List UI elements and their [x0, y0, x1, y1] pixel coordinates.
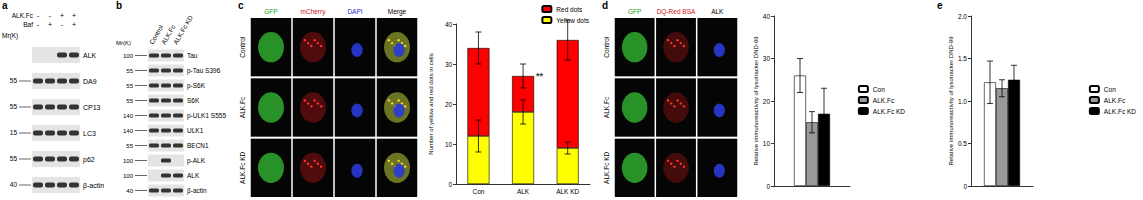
svg-text:Merge: Merge	[388, 8, 407, 16]
svg-text:55: 55	[126, 68, 133, 74]
svg-text:c: c	[238, 0, 244, 11]
svg-text:-: -	[37, 21, 40, 28]
svg-text:S6K: S6K	[187, 97, 200, 104]
svg-text:ULK1: ULK1	[187, 127, 204, 134]
svg-text:40: 40	[126, 188, 133, 194]
svg-text:BECN1: BECN1	[187, 142, 209, 149]
svg-text:+: +	[60, 12, 64, 19]
svg-text:Control: Control	[147, 23, 165, 46]
svg-text:Con: Con	[472, 188, 484, 195]
svg-text:DQ-Red BSA: DQ-Red BSA	[657, 8, 696, 16]
svg-text:DA9: DA9	[83, 78, 97, 85]
svg-text:20: 20	[445, 101, 453, 108]
svg-text:+: +	[48, 21, 52, 28]
svg-text:100: 100	[123, 173, 134, 179]
svg-text:Tau: Tau	[187, 52, 198, 59]
svg-text:100: 100	[123, 53, 134, 59]
svg-text:ALK.Fc KD: ALK.Fc KD	[1104, 108, 1136, 115]
svg-text:ALK.Fc: ALK.Fc	[1104, 97, 1126, 104]
svg-text:ALK.Fc KD: ALK.Fc KD	[873, 108, 905, 115]
svg-text:Mr(K): Mr(K)	[116, 40, 131, 46]
svg-text:55: 55	[10, 103, 18, 110]
svg-text:Control: Control	[603, 36, 610, 58]
svg-text:55: 55	[10, 77, 18, 84]
svg-text:10: 10	[763, 140, 771, 147]
svg-text:20: 20	[763, 98, 771, 105]
svg-text:1.5: 1.5	[958, 55, 967, 62]
svg-text:a: a	[2, 0, 8, 11]
svg-text:ALK.Fc: ALK.Fc	[12, 12, 34, 19]
svg-text:-: -	[37, 12, 40, 19]
svg-text:40: 40	[445, 21, 453, 28]
svg-text:0: 0	[766, 183, 770, 190]
svg-text:15: 15	[10, 129, 18, 136]
svg-text:0: 0	[963, 183, 967, 190]
svg-text:**: **	[536, 71, 544, 81]
svg-text:1.0: 1.0	[958, 98, 967, 105]
svg-text:0: 0	[449, 181, 453, 188]
svg-text:ALK.Fc KD: ALK.Fc KD	[603, 151, 610, 183]
svg-text:ALK.Fc: ALK.Fc	[159, 23, 177, 46]
svg-text:Con: Con	[1104, 86, 1116, 93]
svg-text:55: 55	[126, 143, 133, 149]
svg-text:Baf: Baf	[23, 21, 33, 28]
svg-text:ALK: ALK	[83, 52, 97, 59]
svg-text:40: 40	[763, 13, 771, 20]
svg-text:55: 55	[126, 83, 133, 89]
svg-text:30: 30	[445, 61, 453, 68]
svg-text:ALK.Fc: ALK.Fc	[239, 96, 246, 118]
svg-text:GFP: GFP	[264, 8, 277, 15]
svg-text:0.5: 0.5	[958, 140, 967, 147]
svg-text:p-S6K: p-S6K	[187, 82, 206, 90]
svg-text:ALK.Fc KD: ALK.Fc KD	[239, 151, 246, 183]
svg-text:p-Tau S396: p-Tau S396	[187, 67, 221, 75]
svg-text:b: b	[116, 0, 122, 11]
svg-text:ALK: ALK	[711, 8, 724, 15]
svg-text:LC3: LC3	[83, 130, 96, 137]
svg-text:10: 10	[445, 141, 453, 148]
svg-text:100: 100	[123, 158, 134, 164]
svg-text:Relative immunoreactivity of l: Relative immunoreactivity of lysotracker…	[753, 36, 759, 166]
svg-text:-: -	[49, 12, 52, 19]
svg-text:Yellow dots: Yellow dots	[556, 17, 589, 24]
svg-text:Mr(K): Mr(K)	[2, 32, 18, 40]
svg-text:GFP: GFP	[628, 8, 641, 15]
svg-text:DAPI: DAPI	[347, 8, 362, 15]
svg-text:ALK.Fc KD: ALK.Fc KD	[172, 14, 194, 46]
svg-text:40: 40	[10, 181, 18, 188]
svg-text:Control: Control	[239, 36, 246, 58]
svg-text:β-actin: β-actin	[187, 187, 207, 195]
svg-text:140: 140	[123, 113, 134, 119]
svg-text:2.0: 2.0	[958, 13, 967, 20]
svg-text:d: d	[602, 0, 608, 11]
svg-text:ALK KD: ALK KD	[556, 188, 579, 195]
svg-text:55: 55	[126, 98, 133, 104]
svg-text:30: 30	[763, 55, 771, 62]
svg-text:ALK: ALK	[187, 172, 200, 179]
svg-text:Red dots: Red dots	[556, 6, 583, 13]
svg-text:CP13: CP13	[83, 104, 101, 111]
svg-text:Relative immunoreactivity of l: Relative immunoreactivity of lysotracker…	[948, 36, 954, 166]
svg-text:+: +	[72, 12, 76, 19]
svg-text:ALK.Fc: ALK.Fc	[873, 97, 895, 104]
svg-text:ALK: ALK	[517, 188, 530, 195]
svg-text:ALK.Fc: ALK.Fc	[603, 96, 610, 118]
svg-text:Con: Con	[873, 86, 885, 93]
svg-text:p-ULK1 S555: p-ULK1 S555	[187, 112, 226, 120]
svg-text:β-actin: β-actin	[83, 182, 104, 190]
svg-text:Number of yellow and red dots: Number of yellow and red dots in cells	[428, 53, 434, 154]
svg-text:mCherry: mCherry	[301, 8, 327, 16]
svg-text:55: 55	[10, 155, 18, 162]
html-text:e: e	[937, 0, 943, 11]
svg-text:+: +	[72, 21, 76, 28]
svg-text:p62: p62	[83, 156, 95, 164]
svg-text:140: 140	[123, 128, 134, 134]
svg-text:p-ALK: p-ALK	[187, 157, 206, 165]
svg-text:-: -	[61, 21, 64, 28]
